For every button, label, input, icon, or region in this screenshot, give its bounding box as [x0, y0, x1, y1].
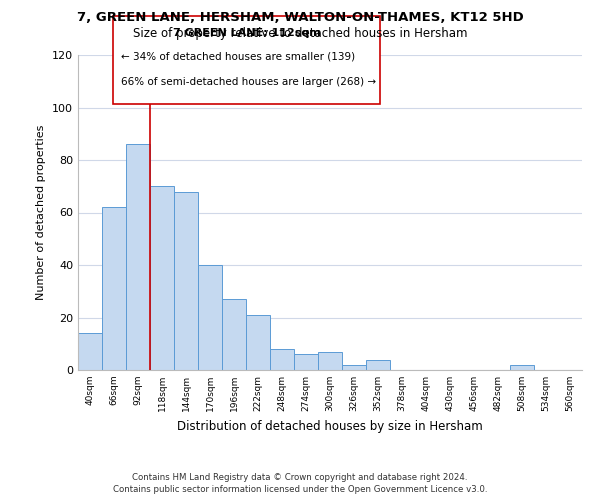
Text: 66% of semi-detached houses are larger (268) →: 66% of semi-detached houses are larger (… [121, 77, 376, 87]
Bar [318, 352, 342, 370]
Bar [246, 315, 270, 370]
Bar [78, 333, 102, 370]
Text: 7, GREEN LANE, HERSHAM, WALTON-ON-THAMES, KT12 5HD: 7, GREEN LANE, HERSHAM, WALTON-ON-THAMES… [77, 11, 523, 24]
Bar [294, 354, 318, 370]
Bar [198, 265, 222, 370]
Text: 7 GREEN LANE: 112sqm: 7 GREEN LANE: 112sqm [173, 28, 321, 38]
Text: ← 34% of detached houses are smaller (139): ← 34% of detached houses are smaller (13… [121, 52, 355, 62]
Bar [150, 186, 174, 370]
Bar [270, 349, 294, 370]
Bar [174, 192, 198, 370]
X-axis label: Distribution of detached houses by size in Hersham: Distribution of detached houses by size … [177, 420, 483, 432]
Text: Size of property relative to detached houses in Hersham: Size of property relative to detached ho… [133, 28, 467, 40]
Text: Contains HM Land Registry data © Crown copyright and database right 2024.
Contai: Contains HM Land Registry data © Crown c… [113, 472, 487, 494]
Bar [126, 144, 150, 370]
Bar [366, 360, 390, 370]
Y-axis label: Number of detached properties: Number of detached properties [37, 125, 46, 300]
Bar [342, 365, 366, 370]
FancyBboxPatch shape [113, 16, 380, 104]
Bar [222, 299, 246, 370]
Bar [102, 207, 126, 370]
Bar [510, 365, 534, 370]
